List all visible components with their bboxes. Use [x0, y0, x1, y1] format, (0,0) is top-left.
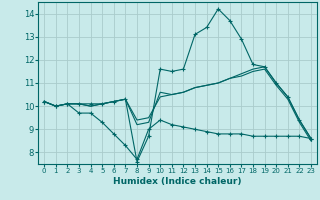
- X-axis label: Humidex (Indice chaleur): Humidex (Indice chaleur): [113, 177, 242, 186]
